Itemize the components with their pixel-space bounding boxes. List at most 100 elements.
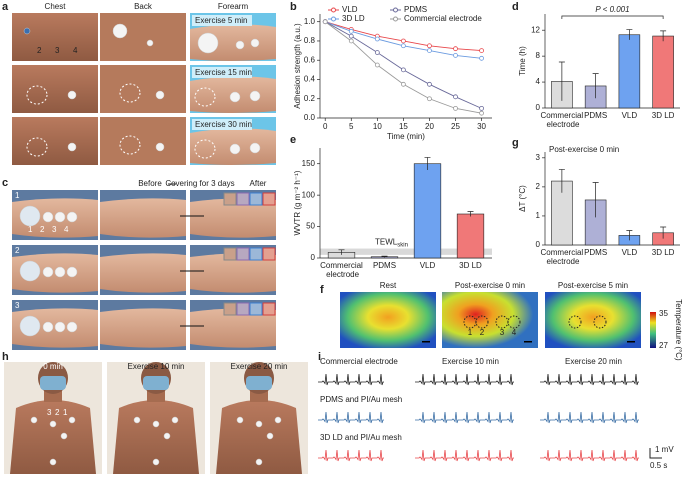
electrode [274,416,282,424]
x-tick-label: Commercial electrode [541,248,584,266]
photo-chest [12,65,98,113]
y-tick-label: 0.0 [304,113,316,122]
bar [618,34,641,109]
inset [223,302,237,316]
label-box [192,67,252,78]
electrode [155,142,165,152]
ecg-trace [540,449,639,462]
electrode-marker: 2 [55,408,60,417]
electrode [229,91,241,103]
point [479,48,484,53]
electrode [66,211,78,223]
error-bar [660,30,667,42]
electrode [236,416,244,424]
y-tick-label: 4 [536,77,541,86]
electrode [67,142,77,152]
x-tick-label: 30 [477,122,486,131]
electrode [249,90,261,102]
y-tick-label: 0 [311,253,316,262]
electrode [229,143,241,155]
row-label: Commercial electrode [320,357,398,366]
electrode [68,416,76,424]
y-tick-label: 1 [536,211,541,220]
y-tick-label: 0.4 [304,75,316,84]
inset [249,192,263,206]
thermal-label: Rest [380,281,397,290]
dashed-ring [507,315,521,329]
colorbar-label: Temperature (°C) [674,299,683,361]
y-tick-label: 150 [302,159,316,168]
photo-chest [12,13,98,61]
photo-arm [190,198,276,238]
column-header: Covering for 3 days [165,179,234,188]
dashed-ring [26,85,48,105]
series-line [324,21,482,114]
electrode-marker: 4 [64,225,69,234]
point [374,62,380,68]
colorbar-tick: 35 [659,309,668,318]
y-tick-label: 2 [536,182,541,191]
x-tick-label: PDMS [584,111,607,120]
scale-label: 0.5 s [650,461,667,470]
electrode [146,39,154,47]
exercise-label: Exercise 15 min [195,68,252,77]
y-axis-label: Time (h) [518,46,527,76]
photo-arm [100,253,186,293]
x-tick-label: VLD [420,261,436,270]
point [322,19,328,25]
dashed-ring [593,315,607,329]
point [400,81,406,87]
thermal-image [545,292,641,348]
y-axis-label: Adhesion strength (a.u.) [293,23,302,109]
panel-letter: c [2,177,8,189]
legend-label: Commercial electrode [404,14,482,23]
photo-mask [143,376,169,390]
inset [262,302,276,316]
error-bar [381,255,388,258]
y-tick-label: 100 [302,190,316,199]
point [427,43,432,49]
error-bar [558,61,565,101]
error-bar [424,157,431,170]
x-tick-label: Commercial electrode [320,261,363,279]
x-tick-label: 25 [451,122,460,131]
electrode-marker: 4 [512,328,517,337]
panel-letter: b [290,1,297,13]
column-header: Exercise 10 min [442,357,499,366]
point [400,67,406,73]
ecg-trace [415,449,514,462]
electrode [54,266,66,278]
electrode [255,458,263,466]
electrode [49,458,57,466]
x-tick-label: 0 [323,122,328,131]
electrode [42,321,54,333]
panel-letter: a [2,1,9,13]
column-header: After [250,179,267,188]
row-number: 3 [15,301,20,310]
column-header: Before [138,179,162,188]
p-value: P < 0.001 [595,5,629,14]
thermal-image [340,292,436,348]
panel-letter: h [2,351,9,363]
electrode [60,432,68,440]
electrode-marker: 3 [52,225,57,234]
point [348,28,354,34]
legend-marker [393,16,398,22]
point [479,110,484,116]
photo-back [100,117,186,165]
photo-arm [100,308,186,348]
y-tick-label: 0 [536,240,541,249]
inset [223,247,237,261]
ecg-trace [318,373,384,386]
photo-arm [190,253,276,293]
electrode [250,38,260,48]
dashed-ring [119,135,141,155]
y-tick-label: 3 [536,153,541,162]
electrode-marker: 2 [37,46,42,55]
electrode-marker: 1 [468,328,473,337]
x-tick-label: PDMS [373,261,396,270]
x-tick-label: 3D LD [652,111,675,120]
column-header: Back [134,2,153,11]
photo-arm [100,198,186,238]
reference-text: TEWL [375,238,398,247]
